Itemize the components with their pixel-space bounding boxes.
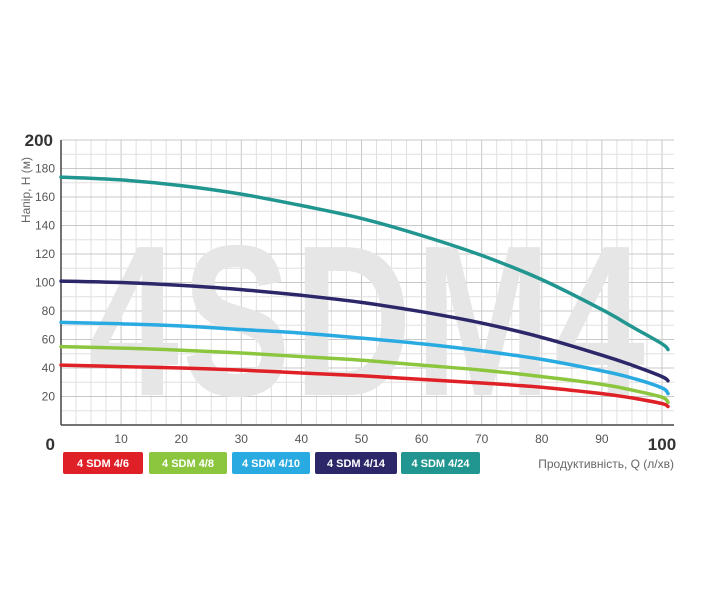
series-line-2 [59, 344, 670, 404]
x-axis-label: Продуктивність, Q (л/хв) [538, 457, 674, 471]
legend-swatch-4 [315, 452, 397, 474]
x-tick-label: 40 [295, 432, 309, 446]
x-tick-label: 90 [595, 432, 609, 446]
legend-label-2: 4 SDM 4/8 [162, 458, 214, 470]
series-line-5 [59, 175, 670, 352]
x-tick-label: 0 [46, 435, 55, 454]
y-tick-label: 160 [35, 190, 55, 204]
y-tick-label: 180 [35, 162, 55, 176]
watermark-text: 4SDM4 [88, 200, 648, 441]
y-tick-label: 20 [42, 390, 56, 404]
x-tick-label: 60 [415, 432, 429, 446]
legend: 4 SDM 4/6 4 SDM 4/8 4 SDM 4/10 4 SDM 4/14 4 … [63, 452, 480, 474]
tick-labels: 20 40 60 80 100 120 140 160 180 200 0 10 20 30 40 50 60 7… [25, 131, 677, 454]
x-tick-label: 50 [355, 432, 369, 446]
x-tick-label: 30 [235, 432, 249, 446]
y-tick-label: 100 [35, 276, 55, 290]
y-tick-label: 200 [25, 131, 53, 150]
legend-label-4: 4 SDM 4/14 [327, 458, 386, 470]
x-tick-label: 80 [535, 432, 549, 446]
y-tick-label: 140 [35, 219, 55, 233]
legend-label-5: 4 SDM 4/24 [411, 458, 470, 470]
y-tick-label: 60 [42, 333, 56, 347]
x-tick-label: 70 [475, 432, 489, 446]
legend-swatch-5 [401, 452, 480, 474]
legend-swatch-2 [149, 452, 227, 474]
series-line-4 [59, 279, 670, 383]
legend-swatch-3 [232, 452, 310, 474]
y-tick-label: 120 [35, 247, 55, 261]
y-tick-label: 40 [42, 361, 56, 375]
legend-swatch-1 [63, 452, 143, 474]
y-tick-label: 80 [42, 304, 56, 318]
x-tick-label: 100 [648, 435, 676, 454]
x-tick-label: 10 [114, 432, 128, 446]
series-lines [59, 175, 670, 409]
series-line-3 [59, 320, 670, 396]
x-tick-label: 20 [175, 432, 189, 446]
legend-label-1: 4 SDM 4/6 [77, 458, 129, 470]
legend-label-3: 4 SDM 4/10 [242, 458, 300, 470]
y-axis-label: Напір, Н (м) [19, 157, 33, 223]
series-line-1 [59, 363, 670, 409]
